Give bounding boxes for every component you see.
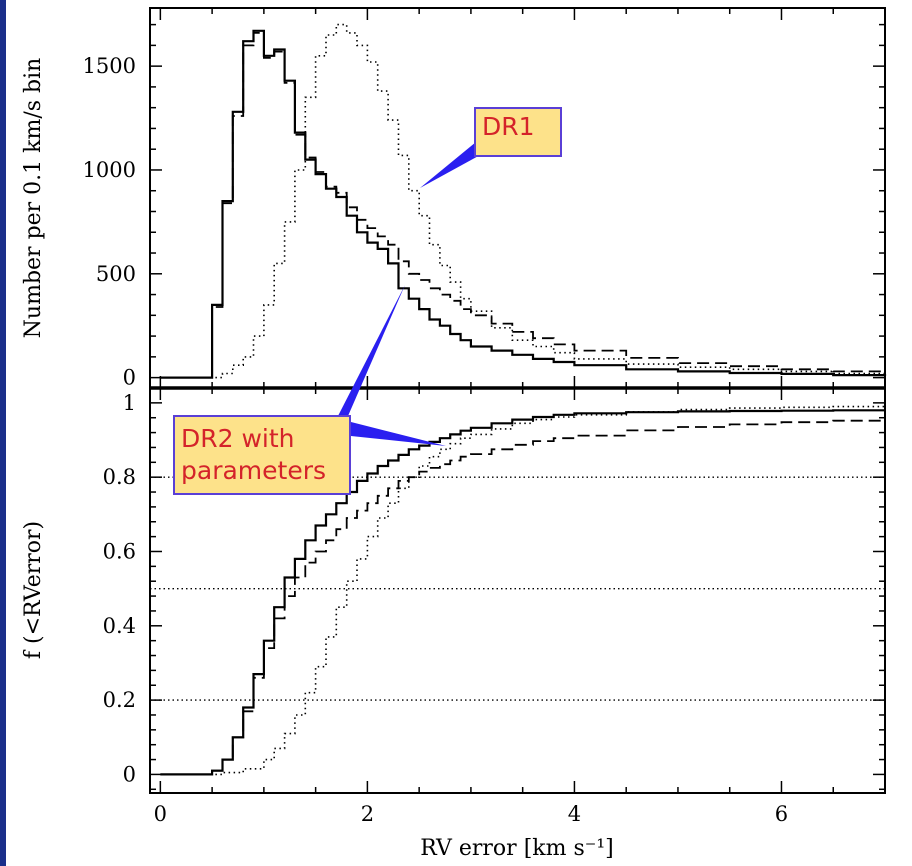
cumulative-dotted-series — [160, 405, 885, 776]
x-tick-label: 4 — [568, 802, 581, 826]
x-tick-label: 6 — [775, 802, 788, 826]
y-tick-label: 0.2 — [103, 688, 136, 712]
y-tick-label: 0 — [123, 366, 136, 390]
x-axis-label: RV error [km s⁻¹] — [420, 836, 614, 861]
x-tick-label: 0 — [154, 802, 167, 826]
callout-dr1-text: DR1 — [482, 112, 535, 141]
callout-dr2-line2: parameters — [181, 456, 327, 485]
callout-dr2-line1: DR2 with — [181, 424, 295, 453]
y-tick-label: 500 — [96, 262, 136, 286]
cumulative-solid-series — [160, 409, 885, 776]
histogram-dashed-series — [160, 32, 886, 379]
axis-labels: Number per 0.1 km/s bin f (<RVerror) RV er… — [21, 58, 614, 861]
y-tick-label: 0 — [123, 762, 136, 786]
y-tick-label: 0.4 — [103, 614, 136, 638]
plot-frame — [149, 387, 886, 794]
y-tick-label: 1 — [123, 391, 136, 415]
y-tick-label: 0.6 — [103, 539, 136, 563]
background-edge-strip — [0, 0, 6, 866]
callout-dr2: DR2 with parameters — [173, 415, 351, 495]
y-tick-label: 1000 — [83, 158, 136, 182]
top-y-axis-label: Number per 0.1 km/s bin — [21, 58, 46, 339]
histogram-solid-series — [160, 29, 887, 379]
callout-pointers — [338, 142, 482, 446]
bottom-y-axis-label: f (<RVerror) — [21, 521, 46, 659]
dr1-pointer — [420, 142, 482, 188]
y-tick-label: 1500 — [83, 54, 136, 78]
histogram-dotted-series — [160, 23, 886, 379]
x-tick-label: 2 — [361, 802, 374, 826]
callout-dr1: DR1 — [474, 107, 562, 157]
top-panel: 0 500 1000 1500 — [83, 7, 887, 390]
dr2-pointer-right — [351, 422, 446, 446]
cumulative-dashed-series — [160, 418, 886, 776]
dr2-pointer-top — [338, 285, 405, 416]
y-tick-label: 0.8 — [103, 465, 136, 489]
